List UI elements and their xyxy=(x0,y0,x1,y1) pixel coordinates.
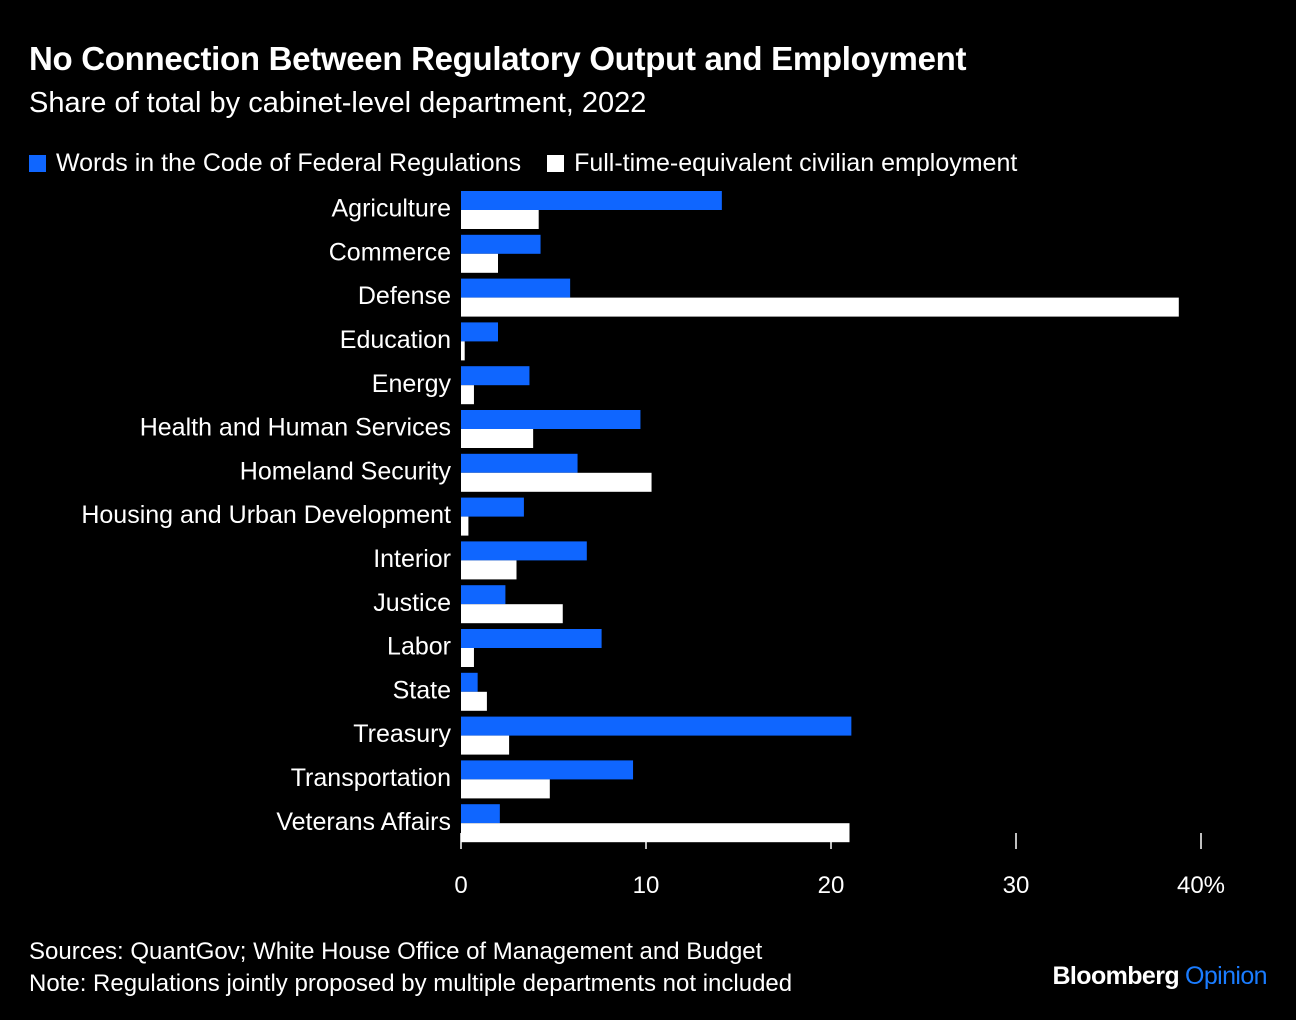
bar-employment-health-and-human-services xyxy=(461,429,534,448)
bar-employment-treasury xyxy=(461,735,510,755)
category-label-homeland-security: Homeland Security xyxy=(240,457,452,485)
category-label-health-and-human-services: Health and Human Services xyxy=(140,414,451,442)
chart-subtitle: Share of total by cabinet-level departme… xyxy=(29,87,647,119)
x-tick-label-0: 0 xyxy=(454,872,467,899)
chart-title: No Connection Between Regulatory Output … xyxy=(29,40,967,77)
bar-regulations-transportation xyxy=(461,760,634,780)
bar-employment-justice xyxy=(461,604,563,624)
bar-employment-labor xyxy=(461,648,474,667)
category-label-labor: Labor xyxy=(387,633,451,661)
legend-label-regulations: Words in the Code of Federal Regulations xyxy=(56,149,522,177)
x-tick-label-20: 20 xyxy=(818,872,845,899)
bar-regulations-homeland-security xyxy=(461,453,578,473)
bar-employment-housing-and-urban-development xyxy=(461,516,469,536)
bar-regulations-commerce xyxy=(461,234,541,254)
category-label-education: Education xyxy=(340,326,451,354)
bar-regulations-education xyxy=(461,322,498,342)
bar-regulations-veterans-affairs xyxy=(461,804,500,824)
x-tick-label-40: 40% xyxy=(1177,872,1225,899)
brand-section: Opinion xyxy=(1185,962,1268,990)
bar-employment-transportation xyxy=(461,779,550,799)
bar-employment-education xyxy=(461,341,465,361)
category-label-treasury: Treasury xyxy=(353,720,451,748)
legend-label-employment: Full-time-equivalent civilian employment xyxy=(574,149,1018,177)
legend-item-employment: Full-time-equivalent civilian employment xyxy=(547,149,1017,178)
footer: Sources: QuantGov; White House Office of… xyxy=(29,936,792,1000)
legend: Words in the Code of Federal Regulations… xyxy=(29,149,1043,178)
category-label-transportation: Transportation xyxy=(291,764,451,792)
brand-name: Bloomberg xyxy=(1052,962,1180,990)
bar-employment-interior xyxy=(461,560,517,580)
bar-employment-energy xyxy=(461,385,474,405)
legend-swatch-regulations xyxy=(29,155,46,172)
category-label-commerce: Commerce xyxy=(329,238,451,266)
bar-regulations-energy xyxy=(461,366,530,386)
bar-regulations-health-and-human-services xyxy=(461,410,641,429)
bar-regulations-agriculture xyxy=(461,191,722,210)
x-tick-label-30: 30 xyxy=(1003,872,1030,899)
bar-employment-state xyxy=(461,691,487,711)
category-label-justice: Justice xyxy=(373,589,451,617)
note-text: Note: Regulations jointly proposed by mu… xyxy=(29,970,793,997)
bar-employment-commerce xyxy=(461,253,498,273)
bar-chart: Agriculture Commerce Defense Education Energ… xyxy=(81,191,1225,899)
legend-item-regulations: Words in the Code of Federal Regulations xyxy=(29,149,521,178)
category-label-state: State xyxy=(393,676,451,704)
bar-employment-veterans-affairs xyxy=(461,823,850,843)
bar-regulations-interior xyxy=(461,541,587,561)
bar-regulations-housing-and-urban-development xyxy=(461,497,524,517)
bar-regulations-state xyxy=(461,672,478,692)
category-label-veterans-affairs: Veterans Affairs xyxy=(276,808,451,836)
bar-regulations-labor xyxy=(461,629,602,648)
category-label-defense: Defense xyxy=(358,282,451,310)
bar-employment-homeland-security xyxy=(461,472,652,492)
category-label-agriculture: Agriculture xyxy=(332,195,452,223)
bar-regulations-defense xyxy=(461,278,571,298)
bar-employment-defense xyxy=(461,297,1179,317)
legend-swatch-employment xyxy=(547,155,565,172)
category-label-energy: Energy xyxy=(372,370,452,398)
bar-employment-agriculture xyxy=(461,210,539,229)
sources-text: Sources: QuantGov; White House Office of… xyxy=(29,938,763,965)
category-label-housing-and-urban-development: Housing and Urban Development xyxy=(81,501,451,529)
category-label-interior: Interior xyxy=(373,545,451,573)
bar-regulations-justice xyxy=(461,585,506,605)
x-tick-label-10: 10 xyxy=(633,872,660,899)
bloomberg-opinion-logo: Bloomberg Opinion xyxy=(1052,962,1267,991)
bar-regulations-treasury xyxy=(461,716,852,736)
